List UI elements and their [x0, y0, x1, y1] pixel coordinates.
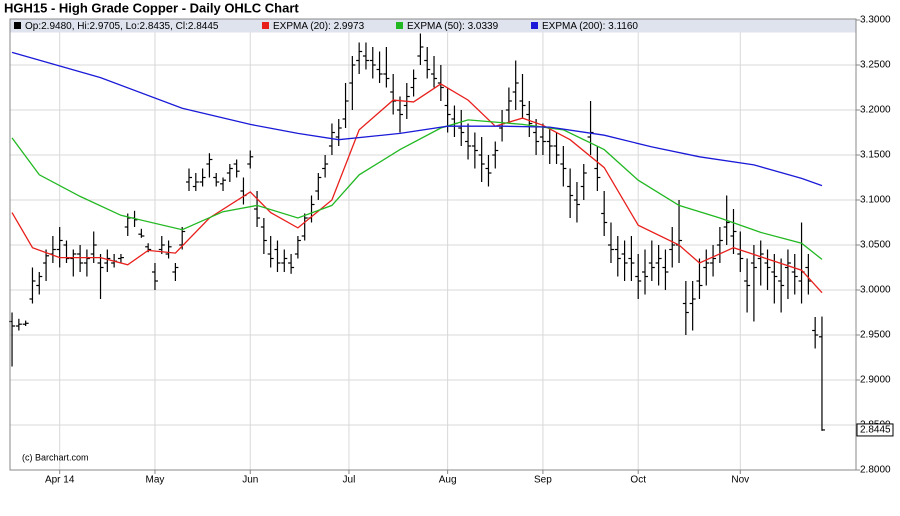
- legend-band: [10, 19, 856, 33]
- x-tick-label: Oct: [630, 475, 646, 486]
- y-tick-label: 3.0500: [860, 240, 891, 251]
- chart-title: HGH15 - High Grade Copper - Daily OHLC C…: [4, 0, 299, 15]
- legend-swatch: [14, 22, 21, 29]
- y-tick-label: 3.2500: [860, 60, 891, 71]
- x-tick-label: Jun: [242, 475, 258, 486]
- x-tick-label: Nov: [731, 475, 749, 486]
- legend-swatch: [531, 22, 538, 29]
- credit: (c) Barchart.com: [22, 452, 89, 462]
- legend-swatch: [262, 22, 269, 29]
- x-tick-label: Sep: [534, 475, 552, 486]
- ema-line: [11, 119, 823, 260]
- y-tick-label: 3.2000: [860, 105, 891, 116]
- y-tick-label: 2.8000: [860, 465, 891, 476]
- y-tick-label: 3.1000: [860, 195, 891, 206]
- x-tick-label: May: [146, 475, 165, 486]
- legend-label: EXPMA (20): 2.9973: [273, 21, 365, 32]
- legend-label: EXPMA (200): 3.1160: [542, 21, 638, 32]
- legend-swatch: [396, 22, 403, 29]
- y-tick-label: 3.3000: [860, 15, 891, 26]
- x-tick-label: Apr 14: [45, 475, 75, 486]
- ema-line: [11, 83, 823, 294]
- y-tick-label: 3.0000: [860, 285, 891, 296]
- y-tick-label: 3.1500: [860, 150, 891, 161]
- x-tick-label: Jul: [343, 475, 356, 486]
- labels: 2.80002.85002.90002.95003.00003.05003.10…: [14, 15, 894, 486]
- last-price-box: [856, 423, 894, 437]
- y-tick-label: 2.9000: [860, 375, 891, 386]
- marks: [9, 33, 825, 431]
- y-tick-label: 2.9500: [860, 330, 891, 341]
- legend-label: Op:2.9480, Hi:2.9705, Lo:2.8435, Cl:2.84…: [25, 21, 219, 32]
- x-tick-label: Aug: [439, 475, 457, 486]
- legend-label: EXPMA (50): 3.0339: [407, 21, 499, 32]
- ema-line: [11, 51, 823, 187]
- last-price-label: 2.8445: [860, 425, 891, 436]
